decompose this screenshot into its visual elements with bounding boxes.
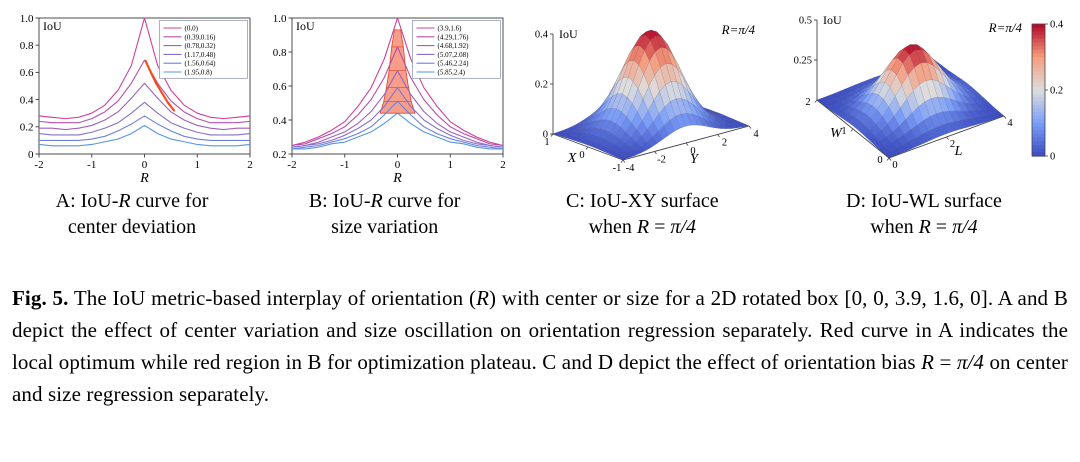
- svg-text:0: 0: [892, 160, 897, 171]
- svg-text:0.2: 0.2: [272, 149, 286, 161]
- svg-text:(1.17,0.48): (1.17,0.48): [185, 51, 217, 59]
- svg-text:L: L: [954, 144, 963, 159]
- svg-text:2: 2: [950, 139, 955, 150]
- svg-text:(0,0): (0,0): [185, 25, 199, 33]
- figure-caption: Fig. 5. The IoU metric-based interplay o…: [12, 286, 1068, 406]
- svg-text:4: 4: [1007, 118, 1013, 129]
- svg-text:R: R: [392, 171, 402, 186]
- panel-b-caption-line-2: size variation: [331, 216, 439, 238]
- svg-text:(0.78,0.32): (0.78,0.32): [185, 42, 217, 50]
- svg-text:R=π/4: R=π/4: [721, 22, 756, 37]
- svg-text:IoU: IoU: [296, 19, 315, 33]
- svg-text:0: 0: [1050, 152, 1055, 163]
- svg-text:IoU: IoU: [559, 27, 578, 41]
- panel-d-surface-chart: 0.25 0.5 IoU 0 1 2 0 2 4 W L R=π/4 0 0.2 0.4: [794, 13, 1064, 171]
- svg-text:-1: -1: [340, 159, 349, 171]
- svg-text:R: R: [139, 171, 149, 186]
- svg-text:1.0: 1.0: [272, 13, 286, 25]
- svg-text:0.4: 0.4: [535, 30, 549, 41]
- svg-text:0: 0: [691, 146, 696, 157]
- panel-a-caption-line-2: center deviation: [67, 216, 197, 238]
- svg-text:0: 0: [394, 159, 400, 171]
- svg-text:Y: Y: [690, 152, 700, 167]
- svg-text:IoU: IoU: [823, 13, 842, 27]
- svg-text:0: 0: [142, 159, 148, 171]
- svg-text:X: X: [567, 151, 577, 166]
- panel-c: 0 0.2 0.4 IoU 1 0 -1 -4 -2 0 2 4 X Y R=π/4 C: IoU-XY s…: [511, 8, 773, 240]
- svg-text:0.5: 0.5: [799, 16, 812, 27]
- svg-text:(1.95,0.8): (1.95,0.8): [185, 69, 213, 77]
- svg-text:W: W: [830, 126, 843, 141]
- svg-text:-1: -1: [87, 159, 96, 171]
- svg-text:0.4: 0.4: [20, 94, 34, 106]
- panel-a-caption-line-1: A: IoU-R curve for: [55, 190, 209, 212]
- svg-text:2: 2: [722, 138, 727, 149]
- panel-d-caption: D: IoU-WL surface when R = π/4: [846, 188, 1002, 240]
- panel-b-caption-line-1: B: IoU-R curve for: [308, 190, 461, 212]
- svg-text:(3.9,1.6): (3.9,1.6): [437, 25, 462, 33]
- panel-d-caption-line-2: when R = π/4: [870, 216, 978, 238]
- panel-c-caption: C: IoU-XY surface when R = π/4: [566, 188, 719, 240]
- svg-text:0: 0: [28, 149, 34, 161]
- svg-text:1: 1: [545, 137, 550, 148]
- svg-text:(0.39,0.16): (0.39,0.16): [185, 33, 217, 41]
- svg-text:(5.07,2.08): (5.07,2.08): [437, 51, 469, 59]
- panel-a-caption: A: IoU-R curve for center deviation: [56, 188, 209, 240]
- panel-c-caption-line-2: when R = π/4: [588, 216, 696, 238]
- svg-text:0.8: 0.8: [20, 40, 34, 52]
- svg-text:0.8: 0.8: [272, 47, 286, 59]
- svg-text:0: 0: [543, 130, 548, 141]
- figure-panels-row: -2 -1 0 1 2 0 0.2 0.4 0.6 0.8 1.0 IoU R (0,0) (0.39,0.…: [6, 8, 1074, 240]
- svg-text:1: 1: [447, 159, 453, 171]
- panel-a: -2 -1 0 1 2 0 0.2 0.4 0.6 0.8 1.0 IoU R (0,0) (0.39,0.…: [6, 8, 258, 240]
- svg-text:-2: -2: [287, 159, 296, 171]
- svg-text:2: 2: [500, 159, 506, 171]
- panel-d: 0.25 0.5 IoU 0 1 2 0 2 4 W L R=π/4 0 0.2 0.4 D: IoU-WL…: [774, 8, 1074, 240]
- panel-d-caption-line-1: D: IoU-WL surface: [846, 190, 1002, 212]
- panel-b-caption: B: IoU-R curve for size variation: [309, 188, 461, 240]
- svg-text:0.25: 0.25: [794, 56, 812, 67]
- svg-text:1.0: 1.0: [20, 13, 34, 25]
- svg-text:0.6: 0.6: [20, 67, 34, 79]
- svg-text:0.4: 0.4: [272, 115, 286, 127]
- svg-text:-4: -4: [626, 163, 635, 174]
- svg-text:(4.29,1.76): (4.29,1.76): [437, 33, 469, 41]
- svg-text:4: 4: [754, 129, 760, 140]
- panel-c-caption-line-1: C: IoU-XY surface: [566, 190, 719, 212]
- panel-b: -2 -1 0 1 2 0.2 0.4 0.6 0.8 1.0 IoU R (3.9,1.6) (4.29…: [259, 8, 511, 240]
- panel-a-line-chart: -2 -1 0 1 2 0 0.2 0.4 0.6 0.8 1.0 IoU R (0,0)(0.39,0.…: [20, 13, 253, 186]
- panel-b-line-chart: -2 -1 0 1 2 0.2 0.4 0.6 0.8 1.0 IoU R (3.9,1.6)(4.29…: [272, 13, 506, 186]
- svg-text:(1.56,0.64): (1.56,0.64): [185, 60, 217, 68]
- svg-text:0.6: 0.6: [272, 81, 286, 93]
- svg-text:-2: -2: [657, 155, 666, 166]
- svg-text:1: 1: [841, 126, 846, 137]
- svg-text:0.2: 0.2: [535, 80, 548, 91]
- svg-text:2: 2: [805, 97, 810, 108]
- svg-text:0: 0: [877, 155, 882, 166]
- svg-text:(5.85,2.4): (5.85,2.4): [437, 69, 465, 77]
- svg-text:IoU: IoU: [43, 19, 62, 33]
- svg-text:-1: -1: [613, 163, 622, 174]
- svg-text:1: 1: [195, 159, 201, 171]
- svg-text:(4.68,1.92): (4.68,1.92): [437, 42, 469, 50]
- svg-text:0: 0: [580, 150, 585, 161]
- svg-text:R=π/4: R=π/4: [988, 20, 1023, 35]
- svg-text:0.2: 0.2: [20, 122, 34, 134]
- svg-text:2: 2: [247, 159, 253, 171]
- svg-text:(5.46,2.24): (5.46,2.24): [437, 60, 469, 68]
- svg-text:0.2: 0.2: [1050, 86, 1063, 97]
- svg-text:-2: -2: [34, 159, 43, 171]
- svg-text:0.4: 0.4: [1050, 20, 1064, 31]
